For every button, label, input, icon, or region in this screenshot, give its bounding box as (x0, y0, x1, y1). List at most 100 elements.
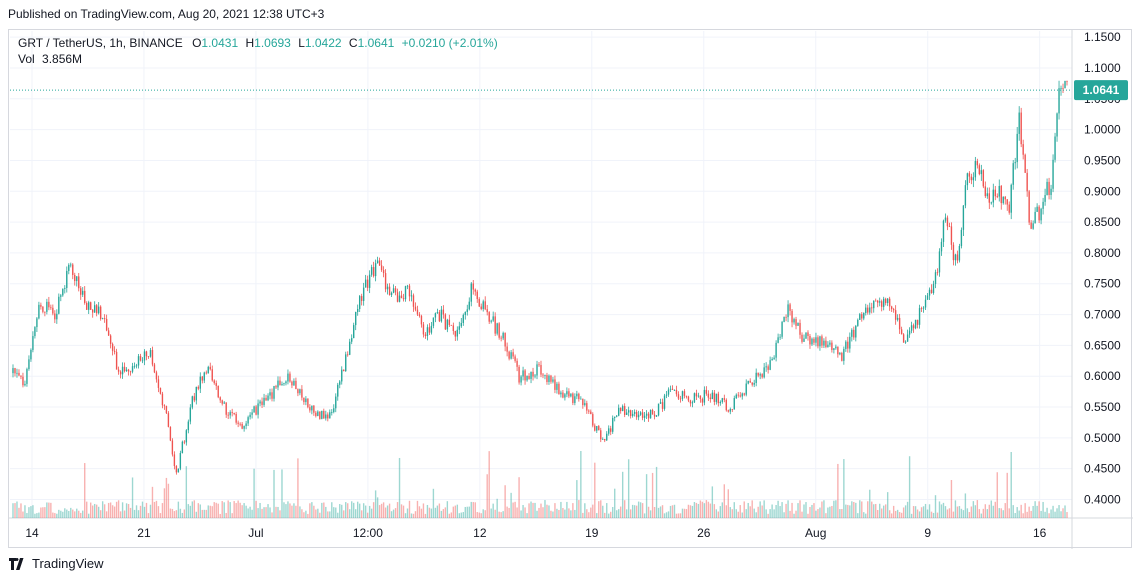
candle-body (301, 389, 303, 398)
candle-body (20, 375, 22, 377)
volume-bar (689, 505, 692, 518)
volume-bar (199, 504, 201, 518)
candle-body (24, 383, 26, 386)
tradingview-footer[interactable]: TradingView (9, 556, 104, 571)
volume-bar (916, 509, 919, 518)
candle-body (394, 288, 397, 293)
y-tick-label: 0.8500 (1084, 215, 1121, 229)
volume-bar (165, 477, 168, 518)
candle-body (522, 370, 524, 377)
volume-bar (201, 509, 203, 518)
volume-bar (785, 503, 787, 518)
volume-bar (175, 510, 178, 518)
candle-body (904, 341, 907, 343)
volume-bar (1040, 510, 1042, 518)
candle-body (1032, 223, 1034, 229)
candle-body (201, 376, 203, 381)
candle-body (466, 309, 468, 312)
candle-body (883, 298, 885, 307)
volume-bar (896, 509, 899, 518)
candle-body (28, 359, 30, 370)
volume-bar (418, 506, 421, 518)
candle-body (123, 366, 126, 372)
candle-body (265, 397, 267, 401)
candle-body (52, 307, 54, 314)
price-chart[interactable]: 1.15001.10001.05001.00000.95000.90000.85… (9, 30, 1133, 549)
candle-body (173, 454, 176, 467)
candle-body (317, 411, 319, 416)
volume-bar (781, 502, 783, 518)
volume-bar (801, 511, 803, 518)
candle-body (635, 411, 638, 418)
candle-body (95, 305, 98, 314)
volume-bar (74, 511, 76, 518)
volume-bar (16, 501, 18, 518)
volume-bar (946, 509, 949, 518)
candle-body (38, 304, 40, 319)
candle-body (141, 360, 144, 362)
x-tick-label: 9 (924, 526, 931, 540)
candle-body (960, 229, 963, 247)
candle-body (476, 291, 478, 300)
candle-body (629, 410, 632, 416)
candle-body (416, 309, 419, 315)
volume-bar (944, 506, 947, 518)
volume-bar (478, 512, 480, 518)
candle-body (1050, 188, 1052, 195)
candle-body (392, 288, 395, 293)
volume-bar (492, 503, 494, 518)
volume-bar (741, 512, 743, 518)
candle-body (699, 395, 702, 400)
candle-body (693, 393, 696, 403)
volume-bar (255, 500, 257, 518)
volume-bar (315, 509, 317, 518)
candle-body (14, 368, 16, 374)
candle-body (462, 314, 464, 323)
candle-body (675, 389, 678, 395)
volume-bar (982, 508, 985, 518)
volume-bar (66, 509, 68, 518)
candle-body (93, 305, 96, 313)
candle-body (107, 330, 110, 336)
candle-body (789, 304, 791, 311)
candle-body (667, 389, 670, 395)
x-tick-label: 12:00 (353, 526, 383, 540)
candle-body (892, 309, 895, 311)
volume-bar (245, 505, 247, 518)
volume-bar (261, 508, 263, 518)
volume-bar (526, 513, 528, 518)
candle-body (428, 327, 431, 333)
volume-bar (813, 503, 815, 518)
volume-bar (349, 509, 351, 518)
candle-body (263, 397, 265, 405)
candle-body (884, 298, 887, 304)
volume-bar (580, 450, 582, 518)
volume-bar (849, 505, 851, 518)
candle-body (36, 318, 38, 328)
volume-bar (936, 512, 939, 518)
volume-bar (1008, 508, 1010, 518)
volume-bar (149, 504, 152, 518)
candle-body (580, 398, 582, 400)
candle-body (351, 338, 353, 342)
volume-bar (82, 510, 84, 518)
candle-body (199, 376, 201, 389)
volume-bar (972, 501, 975, 518)
candle-body (869, 307, 871, 313)
candle-body (651, 409, 654, 415)
volume-bar (321, 502, 323, 518)
candle-body (289, 373, 291, 382)
volume-bar (594, 462, 596, 518)
volume-bar (52, 512, 54, 518)
y-tick-label: 0.5500 (1084, 400, 1121, 414)
y-tick-label: 1.0000 (1084, 123, 1121, 137)
candle-body (221, 400, 223, 404)
volume-bar (711, 486, 714, 518)
candle-body (72, 264, 74, 275)
volume-bar (683, 508, 686, 518)
volume-bar (685, 509, 688, 518)
candle-body (356, 309, 359, 312)
volume-bar (988, 504, 990, 518)
candle-body (147, 356, 150, 358)
candle-body (217, 385, 219, 398)
